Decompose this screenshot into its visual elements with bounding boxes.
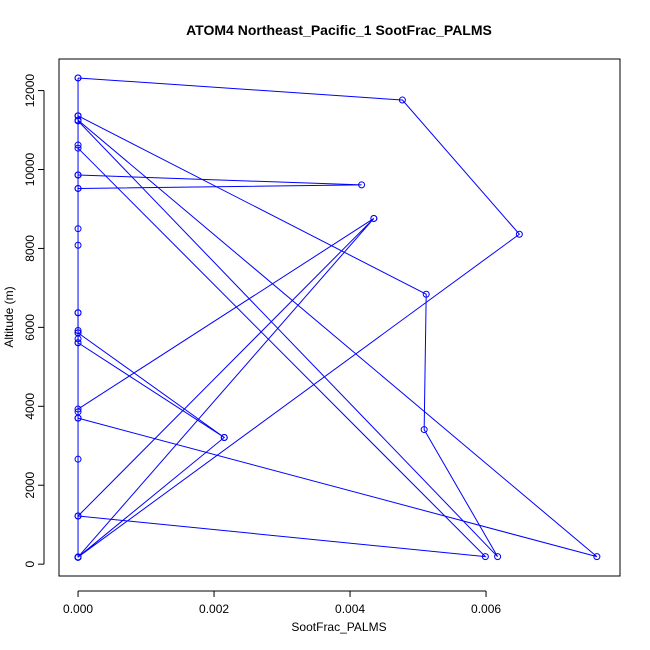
data-point bbox=[74, 116, 82, 124]
series-line-8 bbox=[77, 332, 225, 438]
x-axis: 0.000 0.002 0.004 0.006 bbox=[63, 590, 501, 616]
series-line-3 bbox=[77, 115, 499, 558]
data-point bbox=[74, 112, 82, 120]
x-tick-label: 0.006 bbox=[471, 602, 501, 616]
series-layer bbox=[76, 77, 598, 558]
series-line-7 bbox=[77, 218, 375, 410]
plot-frame bbox=[58, 58, 621, 577]
data-point bbox=[481, 553, 489, 561]
data-point bbox=[74, 241, 82, 249]
y-tick-label: 0 bbox=[23, 561, 37, 568]
data-point bbox=[74, 141, 82, 149]
series-line-4 bbox=[76, 147, 487, 558]
data-point bbox=[370, 214, 378, 222]
y-tick-label: 10000 bbox=[23, 152, 37, 186]
chart-title: ATOM4 Northeast_Pacific_1 SootFrac_PALMS bbox=[186, 22, 492, 38]
data-point bbox=[74, 455, 82, 463]
y-tick-label: 6000 bbox=[23, 314, 37, 341]
data-point bbox=[74, 512, 82, 520]
y-axis-label: Altitude (m) bbox=[2, 286, 16, 347]
data-point bbox=[358, 181, 366, 189]
x-tick-label: 0.000 bbox=[63, 602, 93, 616]
series-line-5 bbox=[78, 174, 362, 189]
data-point bbox=[74, 329, 82, 337]
series-line-2 bbox=[77, 77, 521, 558]
data-point bbox=[74, 225, 82, 233]
y-tick-label: 4000 bbox=[23, 393, 37, 420]
data-point bbox=[593, 553, 601, 561]
y-tick-label: 8000 bbox=[23, 235, 37, 262]
series-line-6 bbox=[77, 119, 598, 558]
data-point bbox=[74, 144, 82, 152]
data-point bbox=[74, 74, 82, 82]
data-point bbox=[74, 414, 82, 422]
data-point bbox=[74, 327, 82, 335]
data-point bbox=[420, 426, 428, 434]
x-axis-label: SootFrac_PALMS bbox=[291, 620, 386, 634]
data-point bbox=[74, 171, 82, 179]
data-point bbox=[74, 405, 82, 413]
points-layer bbox=[74, 74, 601, 561]
y-tick-label: 12000 bbox=[23, 74, 37, 108]
data-point bbox=[494, 553, 502, 561]
data-point bbox=[220, 433, 228, 441]
data-point bbox=[74, 339, 82, 347]
x-tick-label: 0.002 bbox=[199, 602, 229, 616]
data-point bbox=[515, 230, 523, 238]
data-point bbox=[422, 290, 430, 298]
data-point bbox=[74, 553, 82, 561]
data-point bbox=[398, 96, 406, 104]
x-tick-label: 0.004 bbox=[335, 602, 365, 616]
y-axis: 0 2000 4000 6000 8000 10000 12000 bbox=[23, 74, 45, 568]
data-point bbox=[74, 184, 82, 192]
y-tick-label: 2000 bbox=[23, 472, 37, 499]
data-point bbox=[74, 309, 82, 317]
